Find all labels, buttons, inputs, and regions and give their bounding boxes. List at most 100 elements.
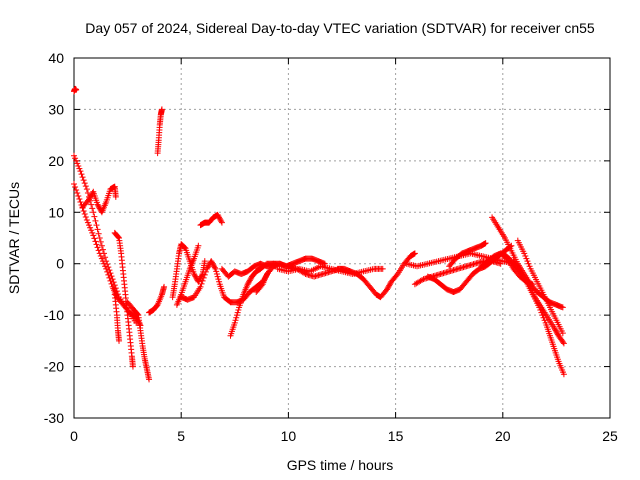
plus-marker bbox=[521, 250, 528, 257]
y-tick-label: 10 bbox=[48, 204, 64, 220]
plus-marker bbox=[321, 260, 328, 267]
plus-marker bbox=[191, 271, 198, 277]
series-trace-28 bbox=[478, 250, 536, 288]
plus-marker bbox=[86, 196, 93, 203]
series-trace-9 bbox=[146, 283, 168, 316]
plus-marker bbox=[216, 215, 223, 222]
plus-marker bbox=[75, 163, 82, 169]
x-tick-label: 15 bbox=[388, 428, 404, 444]
plus-marker bbox=[181, 244, 188, 251]
plus-marker bbox=[87, 193, 94, 200]
plus-marker bbox=[234, 309, 241, 316]
plus-marker bbox=[153, 302, 160, 309]
plus-marker bbox=[231, 319, 238, 326]
plus-marker bbox=[80, 208, 87, 214]
plus-marker bbox=[529, 281, 536, 288]
x-tick-label: 10 bbox=[281, 428, 297, 444]
plus-marker bbox=[103, 265, 110, 272]
plus-marker bbox=[211, 263, 218, 270]
plus-marker bbox=[393, 272, 400, 279]
plus-marker bbox=[73, 86, 80, 93]
plus-marker bbox=[539, 312, 546, 319]
plus-marker bbox=[202, 268, 209, 275]
plus-marker bbox=[102, 263, 109, 270]
plus-marker bbox=[98, 242, 105, 249]
plus-marker bbox=[213, 268, 220, 275]
plus-marker bbox=[551, 325, 558, 331]
plus-marker bbox=[522, 253, 529, 259]
plus-marker bbox=[84, 219, 91, 226]
plus-marker bbox=[73, 187, 80, 193]
plus-marker bbox=[91, 235, 98, 242]
plus-marker bbox=[540, 314, 547, 321]
plus-marker bbox=[232, 317, 239, 324]
plus-marker bbox=[526, 263, 533, 270]
plus-marker bbox=[204, 264, 211, 271]
plus-marker bbox=[233, 314, 240, 321]
series-trace-8 bbox=[154, 106, 165, 157]
plus-marker bbox=[146, 376, 153, 383]
plus-marker bbox=[244, 281, 251, 288]
plus-marker bbox=[104, 268, 111, 275]
plus-marker bbox=[386, 281, 393, 288]
plus-marker bbox=[98, 255, 105, 262]
plus-marker bbox=[78, 171, 85, 178]
plus-marker bbox=[191, 272, 198, 279]
plus-marker bbox=[158, 106, 165, 113]
series-trace-15 bbox=[227, 260, 277, 339]
plus-marker bbox=[553, 328, 560, 335]
plus-marker bbox=[108, 280, 115, 287]
plus-marker bbox=[115, 234, 122, 241]
plus-marker bbox=[213, 271, 220, 277]
plus-marker bbox=[134, 311, 141, 318]
plus-marker bbox=[99, 246, 106, 253]
plus-marker bbox=[82, 183, 89, 190]
y-axis-label: SDTVAR / TECUs bbox=[6, 182, 22, 294]
plus-marker bbox=[554, 330, 561, 337]
plus-marker bbox=[419, 277, 426, 283]
plus-marker bbox=[212, 265, 219, 272]
x-tick-label: 0 bbox=[70, 428, 78, 444]
plot-area bbox=[73, 57, 611, 419]
y-tick-label: -20 bbox=[44, 359, 64, 375]
plus-marker bbox=[385, 283, 392, 290]
plus-marker bbox=[83, 186, 90, 193]
plus-marker bbox=[559, 304, 566, 311]
plus-marker bbox=[93, 222, 100, 229]
plus-marker bbox=[560, 371, 567, 378]
plus-marker bbox=[559, 330, 566, 337]
plus-marker bbox=[129, 363, 136, 370]
plus-marker bbox=[200, 274, 207, 281]
plus-marker bbox=[245, 280, 252, 286]
data-marks bbox=[71, 85, 567, 383]
plus-marker bbox=[198, 273, 205, 280]
plus-marker bbox=[102, 254, 109, 261]
plus-marker bbox=[192, 273, 199, 280]
plus-marker bbox=[195, 242, 202, 249]
plus-marker bbox=[112, 193, 119, 200]
plus-marker bbox=[215, 213, 222, 220]
plus-marker bbox=[233, 312, 240, 319]
plus-marker bbox=[76, 196, 83, 202]
plus-marker bbox=[384, 286, 391, 293]
plus-marker bbox=[197, 283, 204, 290]
plus-marker bbox=[551, 326, 558, 333]
plus-marker bbox=[105, 271, 112, 278]
plus-marker bbox=[95, 230, 102, 237]
series-trace-11 bbox=[173, 242, 202, 308]
plus-marker bbox=[198, 280, 205, 287]
axis-ticks bbox=[73, 57, 611, 419]
plus-marker bbox=[75, 193, 82, 199]
x-tick-label: 25 bbox=[602, 428, 618, 444]
plus-marker bbox=[81, 211, 88, 217]
y-tick-label: -30 bbox=[44, 410, 64, 426]
plus-marker bbox=[90, 232, 97, 239]
x-tick-label: 20 bbox=[495, 428, 511, 444]
plus-marker bbox=[96, 250, 103, 257]
plus-marker bbox=[247, 276, 254, 283]
plus-marker bbox=[301, 270, 308, 277]
series-trace-13 bbox=[197, 211, 225, 229]
plus-marker bbox=[89, 205, 96, 212]
series-trace-19 bbox=[334, 250, 418, 301]
plus-marker bbox=[523, 255, 530, 262]
